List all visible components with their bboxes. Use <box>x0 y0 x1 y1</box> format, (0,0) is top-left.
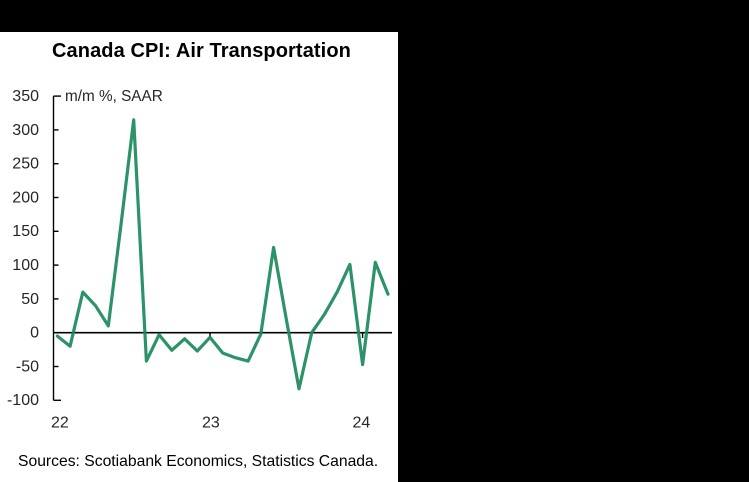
svg-text:-100: -100 <box>7 392 39 409</box>
svg-text:m/m %, SAAR: m/m %, SAAR <box>65 88 163 105</box>
svg-text:24: 24 <box>353 415 371 432</box>
svg-text:250: 250 <box>12 156 39 173</box>
svg-text:50: 50 <box>21 291 39 308</box>
svg-text:100: 100 <box>12 257 39 274</box>
svg-text:200: 200 <box>12 189 39 206</box>
svg-text:0: 0 <box>30 325 39 342</box>
svg-text:22: 22 <box>51 415 69 432</box>
svg-text:300: 300 <box>12 122 39 139</box>
svg-text:-50: -50 <box>16 358 39 375</box>
svg-text:350: 350 <box>12 88 39 105</box>
svg-text:23: 23 <box>202 415 220 432</box>
svg-text:150: 150 <box>12 223 39 240</box>
